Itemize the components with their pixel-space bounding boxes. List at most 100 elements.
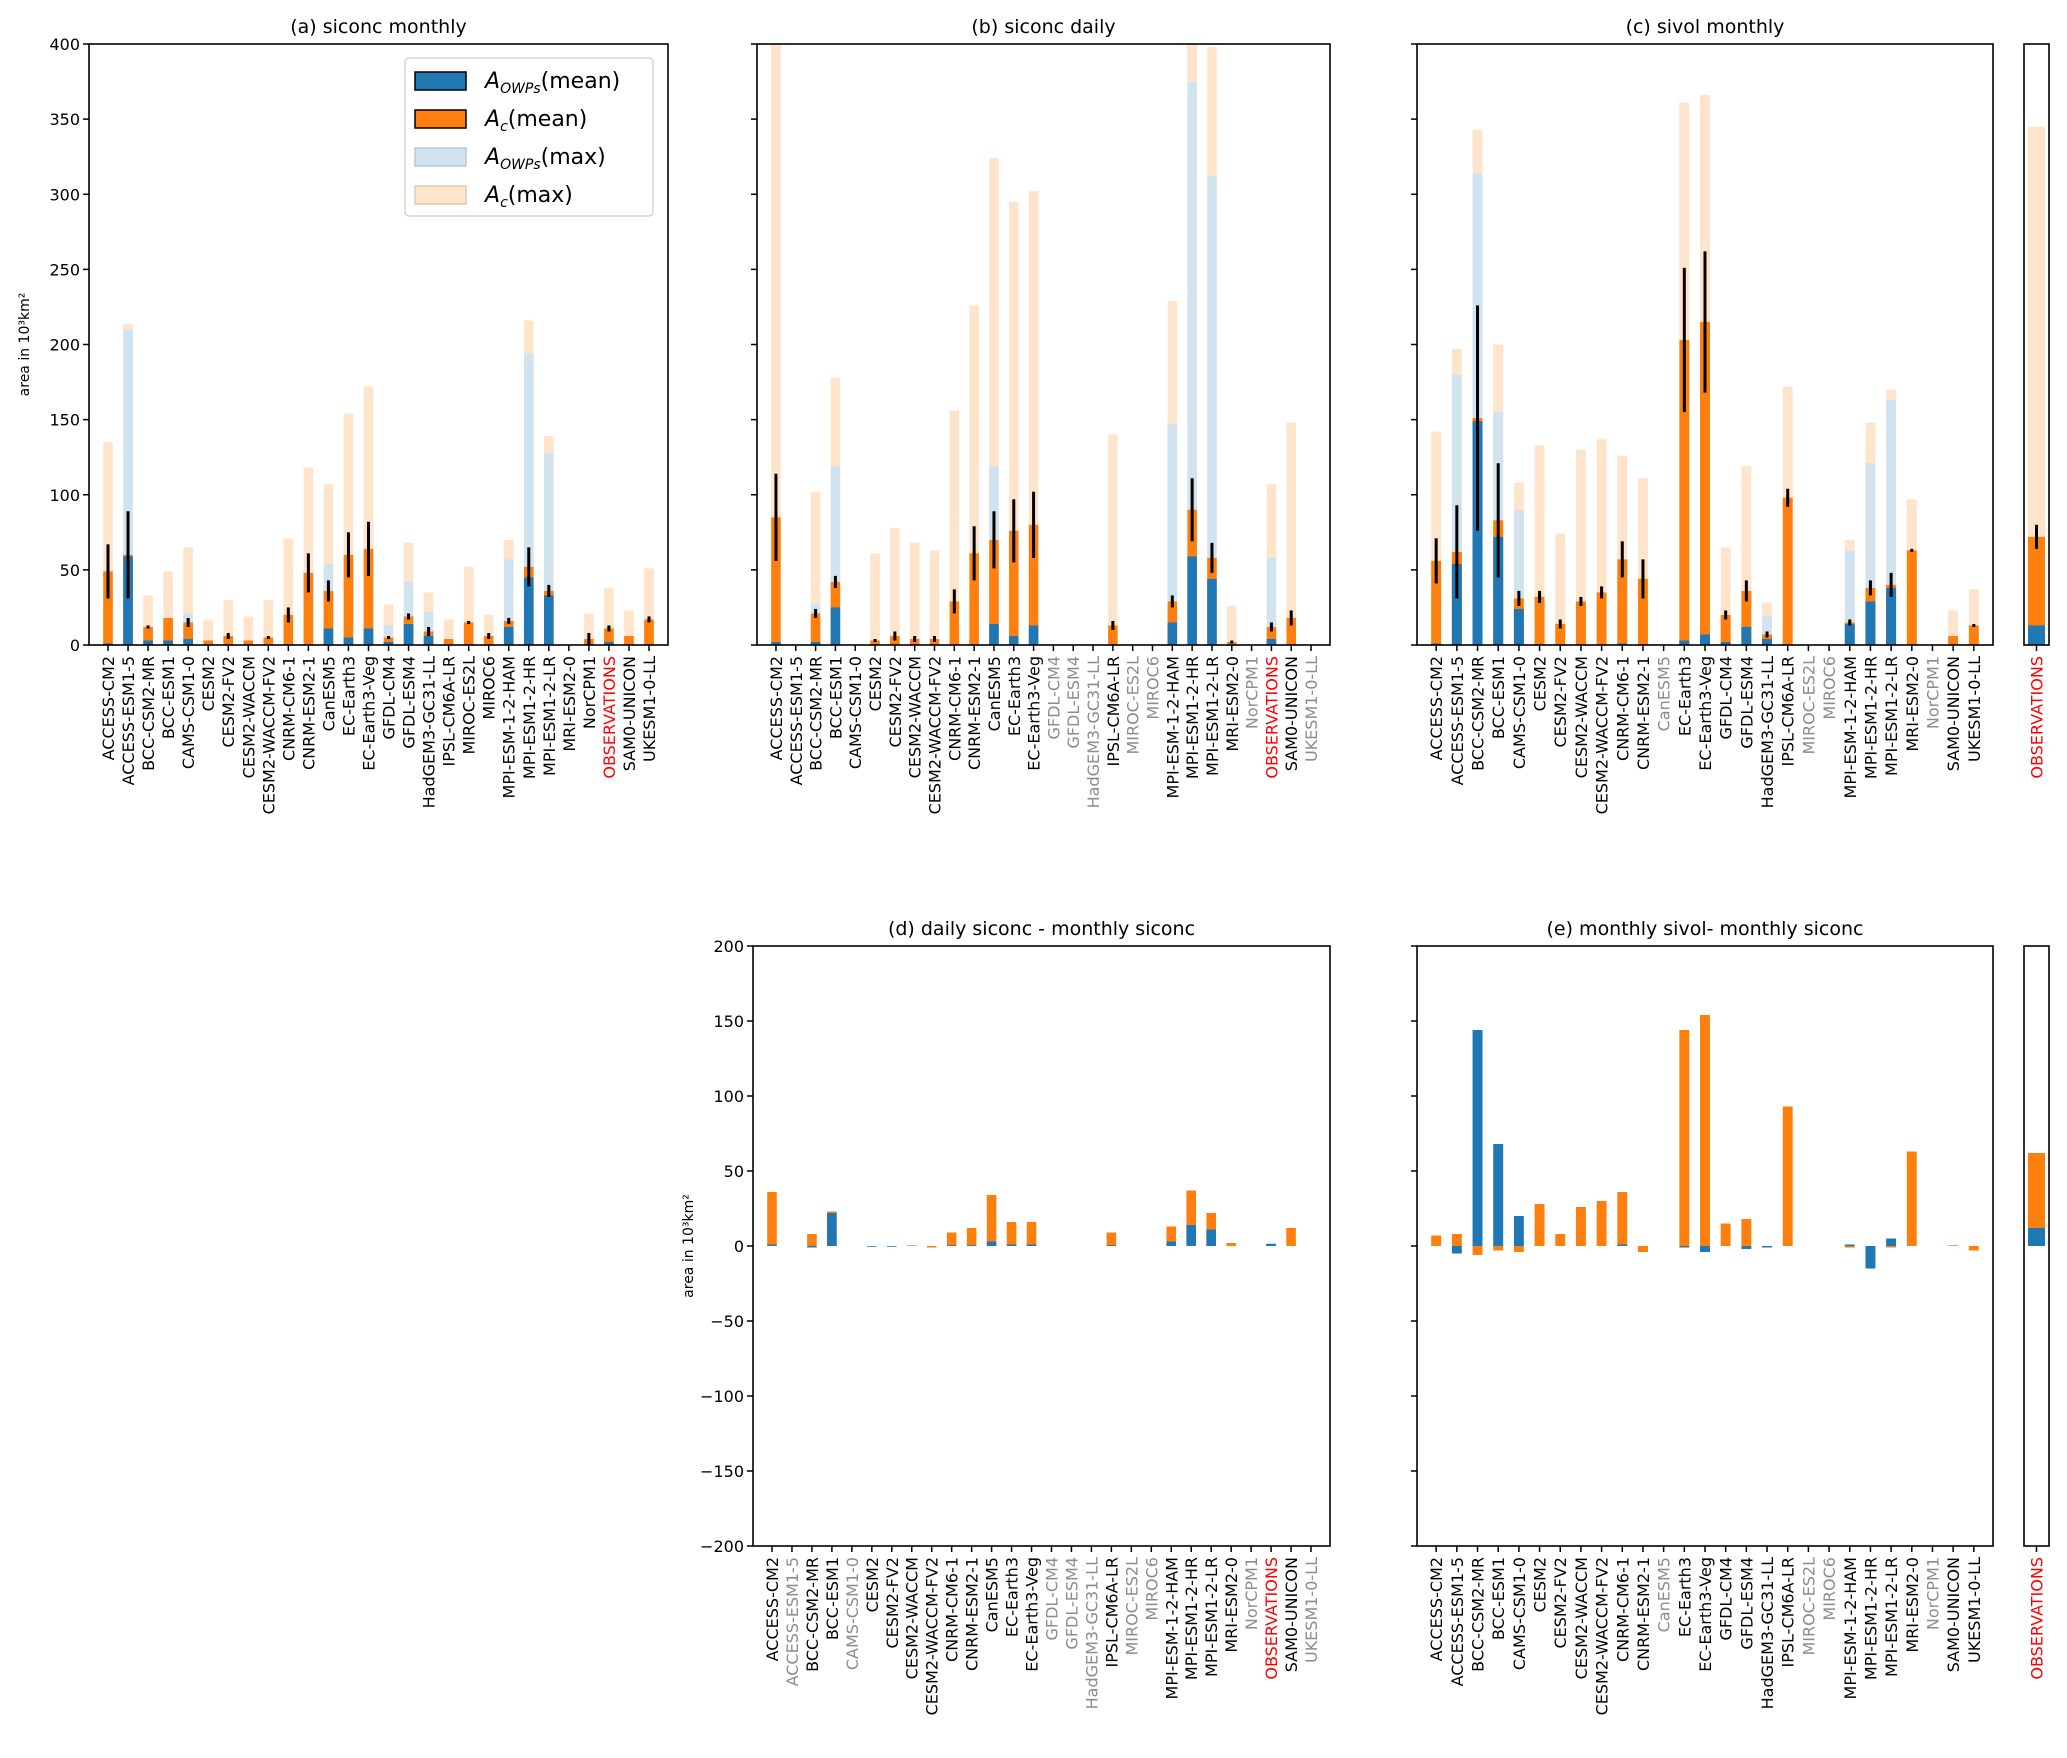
y-tick-label: 0 (70, 636, 80, 655)
y-tick-label: 150 (49, 411, 80, 430)
bar-c-max (263, 599, 274, 645)
bar-c-max (183, 547, 193, 645)
bar-group (1009, 201, 1019, 645)
x-tick-label: CESM2-WACCM (239, 656, 258, 778)
y-tick-label: 100 (713, 1087, 744, 1106)
bar-owps-mean (1762, 638, 1773, 645)
x-tick-label: BCC-ESM1 (826, 656, 845, 739)
bar-owps-max (1886, 400, 1897, 645)
bar-owps-mean-diff (1472, 1030, 1483, 1246)
bar-group (1534, 445, 1545, 645)
x-tick-label: HadGEM3-GC31-LL (1082, 1557, 1101, 1709)
bar-c-mean (870, 640, 880, 645)
x-tick-label: EC-Earth3-Veg (359, 656, 378, 771)
axes-frame (2023, 945, 2050, 1547)
bar-c-mean-diff (1575, 1207, 1586, 1246)
bar-group (123, 323, 133, 645)
x-tick-label: UKESM1-0-LL (1302, 1557, 1321, 1663)
x-tick-label: MIROC-ES2L (1799, 656, 1818, 755)
x-tick-label: MPI-ESM1-2-HR (1182, 1557, 1201, 1680)
bar-group (890, 527, 900, 645)
bar-c-mean (383, 637, 394, 645)
x-tick-label: SAM0-UNICON (620, 656, 639, 771)
bar-group (1968, 1246, 1979, 1251)
bar-owps-mean-diff (767, 1244, 777, 1246)
bar-owps-mean-diff (1006, 1244, 1017, 1246)
legend-swatch-c_mean (414, 109, 467, 129)
bar-c-mean-diff (1617, 1192, 1628, 1246)
x-tick-label: MIROC-ES2L (460, 656, 479, 755)
x-tick-label: ACCESS-CM2 (1427, 1557, 1446, 1661)
x-tick-label: MPI-ESM-1-2-HAM (1163, 656, 1182, 798)
bar-c-mean (183, 622, 193, 645)
bar-c-max (1227, 605, 1237, 645)
x-tick-label: CNRM-CM6-1 (1613, 1557, 1632, 1662)
bar-c-max (223, 599, 234, 645)
x-tick-label: MIROC6 (1142, 1557, 1161, 1621)
x-tick-label: CESM2-FV2 (886, 656, 905, 748)
bar-c-mean-diff (767, 1192, 777, 1246)
x-tick-label: CESM2-WACCM (1572, 656, 1591, 778)
bar-owps-mean (523, 577, 534, 645)
bar-owps-mean-diff (1617, 1244, 1628, 1246)
bar-c-max (203, 619, 213, 645)
x-tick-label: CanESM5 (319, 656, 338, 731)
bar-owps-mean (403, 623, 414, 645)
bar-c-mean-diff (1286, 1228, 1296, 1246)
legend-swatch-c_max (414, 185, 467, 205)
x-tick-label: BCC-CSM2-MR (1469, 1557, 1488, 1672)
bar-c-mean-diff (1006, 1222, 1017, 1246)
x-tick-label: CESM2-WACCM (1572, 1557, 1591, 1679)
x-tick-label: MRI-ESM2-0 (1903, 1557, 1922, 1653)
x-tick-label: CAMS-CSM1-0 (846, 656, 865, 769)
x-tick-label: IPSL-CM6A-LR (1104, 656, 1123, 766)
x-tick-label: GFDL-CM4 (1044, 656, 1063, 739)
bar-c-mean-diff (1431, 1235, 1442, 1246)
bar-owps-mean (183, 638, 193, 645)
x-tick-label: CNRM-ESM2-1 (299, 656, 318, 770)
x-tick-label: CESM2-WACCM-FV2 (259, 656, 278, 814)
bar-group (584, 613, 594, 645)
bar-group (1720, 547, 1731, 645)
bar-owps-max (544, 452, 554, 645)
bar-owps-mean-diff (1206, 1229, 1216, 1246)
bar-c-mean (343, 554, 354, 645)
bar-c-mean (263, 637, 274, 645)
bar-group (926, 1246, 937, 1248)
bar-group (343, 413, 354, 645)
bar-c-mean-diff (807, 1234, 817, 1246)
bar-c-max (283, 538, 294, 645)
bar-owps-mean-diff (986, 1241, 997, 1246)
bar-c-mean-diff (926, 1246, 937, 1248)
bar-c-max (604, 587, 614, 645)
bar-c-mean-diff (1886, 1246, 1897, 1248)
x-tick-label: CNRM-ESM2-1 (1634, 656, 1653, 770)
bar-group (1700, 95, 1710, 645)
bar-owps-mean (1451, 563, 1462, 645)
bar-c-mean (949, 601, 960, 645)
x-tick-label: SAM0-UNICON (1282, 1557, 1301, 1672)
bar-owps-mean (163, 640, 173, 645)
bar-c-max (1741, 466, 1752, 645)
bar-group (767, 1192, 777, 1246)
bar-c-mean (604, 628, 614, 645)
legend-label-c_max: Ac(max) (483, 183, 573, 211)
x-tick-label: CESM2-FV2 (1551, 1557, 1570, 1649)
x-tick-label: ACCESS-ESM1-5 (1448, 1557, 1467, 1686)
bar-owps-mean (1700, 634, 1710, 645)
bar-c-mean (363, 548, 374, 645)
bar-c-mean (989, 539, 999, 645)
x-tick-label: CESM2 (199, 656, 218, 711)
bar-c-mean (223, 635, 234, 645)
axes-frame (2023, 43, 2050, 646)
x-tick-label: ACCESS-CM2 (767, 656, 786, 760)
bar-c-max (1968, 589, 1979, 645)
bar-c-mean (1286, 617, 1296, 645)
x-tick-label: BCC-CSM2-MR (1469, 656, 1488, 771)
x-tick-label: CESM2-WACCM-FV2 (926, 656, 945, 814)
x-tick-label: ACCESS-CM2 (763, 1557, 782, 1661)
x-tick-label: UKESM1-0-LL (1302, 656, 1321, 762)
bar-owps-mean (1493, 536, 1504, 645)
bar-owps-mean (830, 607, 841, 645)
bar-c-mean-diff (1186, 1190, 1197, 1246)
